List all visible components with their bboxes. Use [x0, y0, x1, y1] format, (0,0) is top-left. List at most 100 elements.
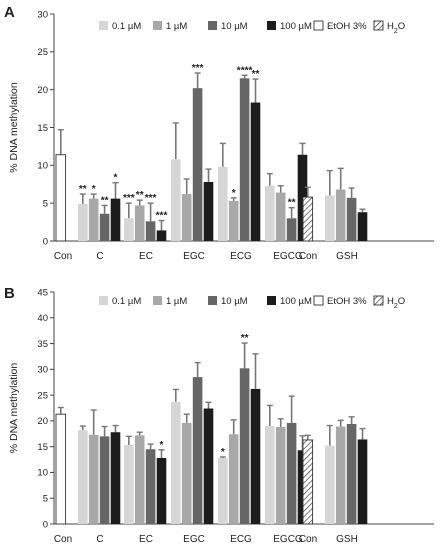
y-tick-label: 40: [37, 313, 48, 324]
bar-ec-8: [156, 458, 167, 524]
significance-label: **: [241, 333, 249, 344]
legend-swatch: [208, 296, 217, 305]
bar-ecg-16: [250, 388, 261, 524]
bar-c-4: [110, 198, 121, 241]
bar-ec-6: [134, 205, 145, 241]
bar-egc-9: [171, 401, 181, 524]
group-label: ECG: [230, 534, 252, 545]
bar-egcg-18: [275, 192, 286, 241]
bar-c-1: [78, 430, 88, 524]
legend-entry: 100 µM: [280, 296, 312, 307]
bar-gsh-25: [357, 212, 368, 241]
legend-entry: EtOH 3%: [327, 21, 367, 32]
bar-ec-7: [145, 221, 156, 241]
bar-egcg-20: [297, 450, 308, 524]
y-tick-label: 20: [37, 416, 48, 427]
y-tick-label: 20: [37, 85, 48, 96]
y-tick-label: 15: [37, 123, 48, 134]
group-label: EGC: [183, 534, 205, 545]
bar-egcg-18: [275, 427, 286, 524]
bar-ecg-15: [239, 78, 250, 241]
significance-label: ***: [192, 63, 204, 74]
group-label: EC: [139, 534, 153, 545]
bar-egc-11: [192, 377, 203, 524]
bar-gsh-24: [346, 423, 357, 524]
legend-entry: EtOH 3%: [327, 296, 367, 307]
bar-ecg-13: [218, 458, 228, 524]
legend-swatch: [267, 296, 276, 305]
group-label: Con: [299, 251, 317, 262]
legend-entry: 1 µM: [166, 21, 187, 32]
y-tick-label: 15: [37, 442, 48, 453]
significance-label: ***: [145, 193, 157, 204]
legend-entry: 0.1 µM: [112, 296, 141, 307]
bar-egc-12: [203, 181, 214, 241]
bar-egc-10: [181, 194, 192, 241]
bar-ec-6: [134, 435, 145, 524]
legend-entry: 10 µM: [221, 296, 248, 307]
legend-swatch: [99, 21, 108, 30]
bar-con-0: [55, 154, 67, 242]
significance-label: *: [114, 173, 118, 184]
group-label: GSH: [336, 534, 358, 545]
legend-swatch: [373, 295, 384, 306]
group-label: Con: [54, 251, 72, 262]
bar-egc-10: [181, 422, 192, 524]
group-label: EGC: [183, 251, 205, 262]
group-label: EC: [139, 251, 153, 262]
significance-label: **: [288, 198, 296, 209]
bar-gsh-22: [325, 195, 335, 241]
significance-label: ***: [156, 211, 168, 222]
bar-con-0: [55, 413, 67, 525]
y-tick-label: 30: [37, 9, 48, 20]
panel-label: A: [4, 4, 15, 21]
group-label: ECG: [230, 251, 252, 262]
bar-ec-7: [145, 449, 156, 524]
legend-swatch: [208, 21, 217, 30]
bar-egcg-19: [286, 422, 297, 524]
bar-egcg-17: [265, 185, 275, 241]
bar-ec-5: [124, 445, 134, 524]
legend-swatch: [153, 296, 162, 305]
bar-gsh-25: [357, 439, 368, 524]
bar-c-2: [88, 434, 99, 524]
chart-panel-b: B% DNA methylation051015202530354045****…: [4, 285, 434, 545]
y-tick-label: 10: [37, 468, 48, 479]
y-tick-label: 0: [43, 519, 48, 530]
significance-label: **: [79, 184, 87, 195]
y-tick-label: 30: [37, 365, 48, 376]
group-label: EGCG: [273, 251, 303, 262]
group-label: C: [96, 251, 103, 262]
legend-entry: 0.1 µM: [112, 21, 141, 32]
legend-entry: H2O: [387, 296, 405, 310]
legend-entry: 10 µM: [221, 21, 248, 32]
y-tick-label: 25: [37, 390, 48, 401]
significance-label: ****: [237, 65, 253, 76]
bar-egc-9: [171, 159, 181, 241]
bar-egcg-17: [265, 426, 275, 524]
significance-label: **: [101, 195, 109, 206]
y-tick-label: 25: [37, 47, 48, 58]
bar-ec-5: [124, 218, 134, 241]
bar-ecg-13: [218, 166, 228, 241]
bar-egc-11: [192, 88, 203, 241]
bar-ecg-16: [250, 102, 261, 241]
group-label: GSH: [336, 251, 358, 262]
legend-swatch: [267, 21, 276, 30]
significance-label: ***: [123, 193, 135, 204]
bar-egcg-20: [297, 154, 308, 241]
y-tick-label: 35: [37, 339, 48, 350]
legend-swatch: [153, 21, 162, 30]
y-axis-label: % DNA methylation: [8, 82, 20, 173]
bar-c-1: [78, 203, 88, 241]
bar-gsh-23: [335, 426, 346, 524]
bar-ecg-15: [239, 368, 250, 524]
significance-label: **: [136, 190, 144, 201]
y-tick-label: 5: [43, 494, 48, 505]
significance-label: *: [221, 447, 225, 458]
bar-egcg-19: [286, 218, 297, 241]
bar-gsh-23: [335, 189, 346, 241]
legend-entry: 100 µM: [280, 21, 312, 32]
legend-entry: H2O: [387, 21, 405, 35]
